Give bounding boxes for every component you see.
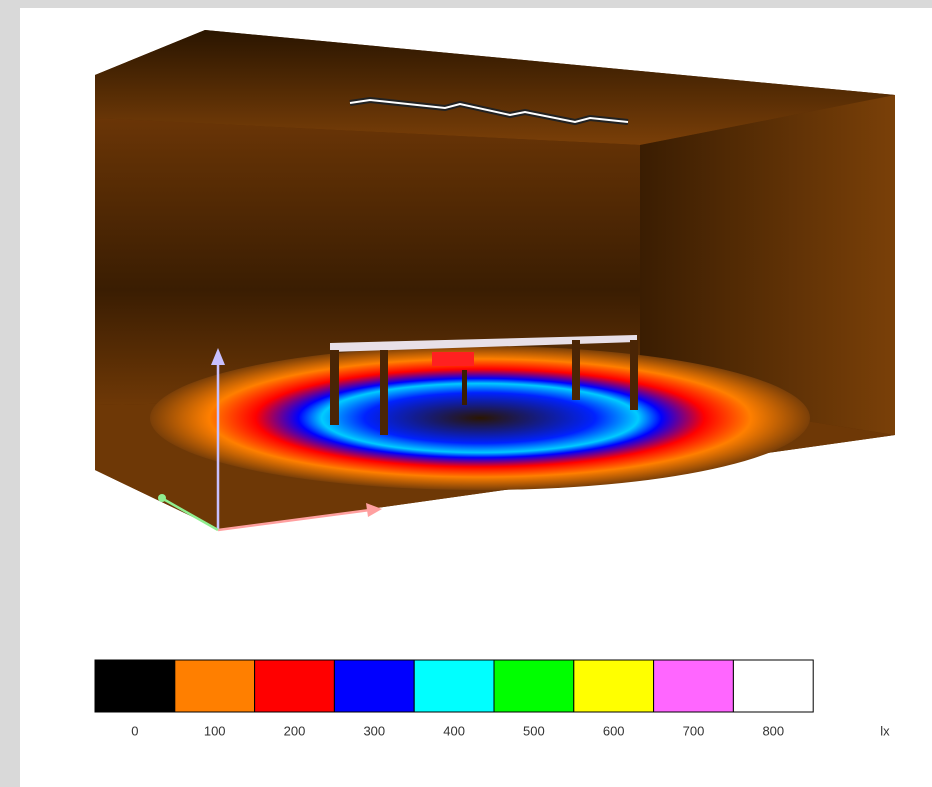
legend-label: 0 xyxy=(131,723,138,738)
legend-unit: lx xyxy=(880,723,890,738)
legend-swatch xyxy=(334,660,414,712)
table-leg xyxy=(380,350,388,435)
legend-label: 100 xyxy=(204,723,226,738)
legend-swatch xyxy=(255,660,335,712)
legend-label: 600 xyxy=(603,723,625,738)
legend: lx 0 100 200 300 400 500 600 700 800 xyxy=(95,660,890,738)
axis-y-head xyxy=(158,494,166,502)
table-leg xyxy=(630,340,638,410)
legend-swatch xyxy=(175,660,255,712)
table-leg xyxy=(572,340,580,400)
legend-label: 200 xyxy=(284,723,306,738)
legend-label: 300 xyxy=(363,723,385,738)
illuminance-rings xyxy=(150,346,810,490)
legend-swatch xyxy=(95,660,175,712)
legend-swatch xyxy=(574,660,654,712)
legend-label: 800 xyxy=(762,723,784,738)
legend-swatch xyxy=(414,660,494,712)
legend-swatch xyxy=(654,660,734,712)
page: lx 0100200300400500600700800 (() => { co… xyxy=(0,0,932,787)
legend-label: 400 xyxy=(443,723,465,738)
room xyxy=(95,30,895,530)
table-leg xyxy=(330,350,339,425)
legend-label: 700 xyxy=(683,723,705,738)
chair-stem xyxy=(462,370,467,405)
legend-swatch xyxy=(733,660,813,712)
legend-label: 500 xyxy=(523,723,545,738)
scene: lx 0 100 200 300 400 500 600 700 800 xyxy=(0,0,932,787)
chair xyxy=(432,352,474,366)
legend-swatch xyxy=(494,660,574,712)
